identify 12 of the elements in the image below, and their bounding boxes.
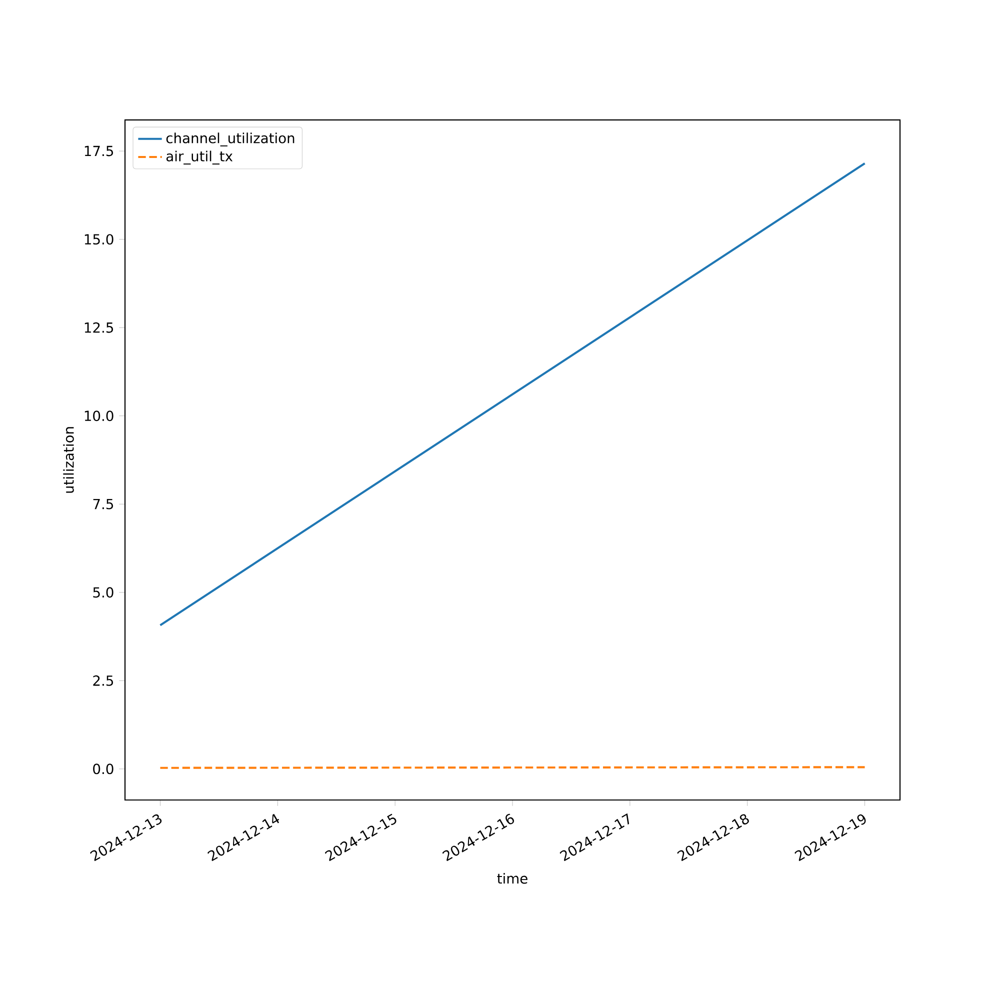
y-tick-label: 15.0 — [84, 234, 114, 245]
y-tick-label: 12.5 — [84, 322, 113, 333]
x-axis-title: time — [497, 873, 528, 884]
legend-label: air_util_tx — [166, 150, 233, 164]
y-tick-label: 10.0 — [84, 410, 114, 422]
legend-label: channel_utilization — [166, 132, 294, 146]
y-tick-label: 5.0 — [93, 587, 114, 598]
y-tick-label: 0.0 — [93, 764, 114, 774]
y-tick-label: 7.5 — [93, 498, 113, 510]
y-tick-label: 17.5 — [84, 146, 113, 156]
y-tick-label: 2.5 — [93, 675, 113, 686]
y-axis-title: utilization — [63, 427, 74, 493]
